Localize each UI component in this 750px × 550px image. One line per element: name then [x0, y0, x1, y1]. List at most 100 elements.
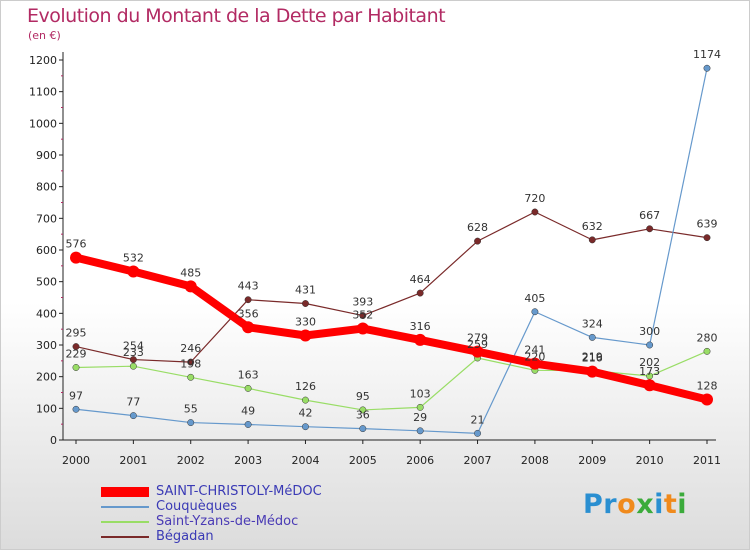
data-point	[359, 406, 367, 414]
data-point	[474, 237, 481, 245]
x-tick-label: 2000	[62, 454, 90, 467]
data-point	[588, 333, 596, 341]
data-label: 95	[356, 390, 370, 403]
data-label: 352	[352, 309, 373, 322]
y-tick-label: 400	[36, 307, 57, 320]
data-point	[471, 345, 484, 358]
x-tick-label: 2010	[636, 454, 664, 467]
y-tick-label: 0	[50, 434, 57, 447]
data-label: 202	[639, 356, 660, 369]
x-tick-label: 2003	[234, 454, 262, 467]
data-label: 316	[410, 320, 431, 333]
data-point	[184, 280, 197, 293]
y-tick-label: 800	[36, 181, 57, 194]
logo-letter: r	[603, 489, 618, 520]
logo-letter: t	[663, 489, 678, 520]
data-label: 356	[238, 307, 259, 320]
legend-swatch	[101, 536, 149, 538]
data-point	[129, 356, 137, 364]
data-label: 443	[238, 280, 259, 293]
data-point	[356, 322, 369, 335]
data-label: 220	[524, 350, 545, 363]
data-point	[531, 308, 539, 316]
y-tick-label: 900	[36, 149, 57, 162]
y-tick-label: 700	[36, 212, 57, 225]
data-label: 532	[123, 252, 144, 265]
logo-letter: o	[617, 489, 637, 520]
data-label: 229	[66, 347, 87, 360]
data-label: 632	[582, 220, 603, 233]
data-label: 259	[467, 338, 488, 351]
data-point	[414, 333, 427, 346]
data-point	[72, 364, 80, 371]
legend-label: Saint-Yzans-de-Médoc	[156, 514, 299, 529]
series-line-0	[75, 253, 708, 404]
data-label: 21	[471, 413, 485, 426]
data-point	[242, 321, 255, 334]
data-point	[646, 225, 654, 233]
data-label: 254	[123, 340, 144, 353]
data-point	[416, 403, 424, 411]
y-tick-label: 100	[36, 402, 57, 415]
logo-letter: x	[636, 489, 655, 520]
data-label: 246	[180, 342, 201, 355]
data-label: 464	[410, 273, 431, 286]
data-label: 639	[697, 218, 718, 231]
data-label: 77	[126, 396, 140, 409]
data-point	[129, 362, 137, 370]
data-label: 219	[582, 351, 603, 364]
data-label: 55	[184, 403, 198, 416]
y-tick-label: 1000	[29, 117, 57, 130]
y-tick-label: 1100	[29, 86, 57, 99]
data-point	[703, 234, 711, 242]
data-point	[359, 312, 367, 319]
data-point	[302, 423, 309, 431]
data-label: 36	[356, 409, 370, 422]
data-point	[187, 358, 195, 366]
series-line-3	[75, 211, 708, 363]
x-tick-label: 2007	[464, 454, 492, 467]
data-label: 628	[467, 221, 488, 234]
data-point	[302, 396, 309, 404]
data-label: 279	[467, 332, 488, 345]
data-point	[72, 405, 80, 413]
data-point	[531, 208, 539, 216]
data-point	[701, 393, 713, 406]
data-point	[187, 419, 195, 427]
logo-letter: P	[583, 489, 604, 520]
proxiti-logo: Proxiti	[583, 489, 687, 520]
x-tick-label: 2008	[521, 454, 549, 467]
data-label: 49	[241, 404, 255, 417]
data-point	[244, 384, 252, 392]
legend-label: SAINT-CHRISTOLY-MéDOC	[156, 484, 322, 499]
legend-swatch	[101, 506, 149, 508]
data-point	[416, 289, 424, 297]
data-point	[528, 357, 541, 370]
data-point	[72, 343, 80, 351]
data-point	[359, 425, 367, 433]
chart-title: Evolution du Montant de la Dette par Hab…	[27, 5, 446, 27]
data-label: 173	[639, 365, 660, 378]
data-label: 405	[524, 292, 545, 305]
legend-swatch	[101, 487, 149, 497]
data-point	[703, 64, 711, 72]
data-label: 126	[295, 380, 316, 393]
chart-unit-label: (en €)	[28, 29, 61, 42]
data-point	[299, 329, 312, 342]
data-point	[127, 265, 140, 278]
data-point	[703, 347, 711, 355]
data-point	[302, 300, 309, 307]
logo-letter: i	[654, 489, 664, 520]
y-tick-label: 300	[36, 339, 57, 352]
data-point	[187, 373, 195, 381]
data-label: 103	[410, 387, 431, 400]
data-label: 216	[582, 352, 603, 365]
data-label: 300	[639, 325, 660, 338]
y-tick-label: 1200	[29, 54, 57, 67]
data-label: 431	[295, 284, 316, 297]
data-label: 163	[238, 368, 259, 381]
legend-label: Bégadan	[156, 529, 214, 544]
x-tick-label: 2009	[578, 454, 606, 467]
